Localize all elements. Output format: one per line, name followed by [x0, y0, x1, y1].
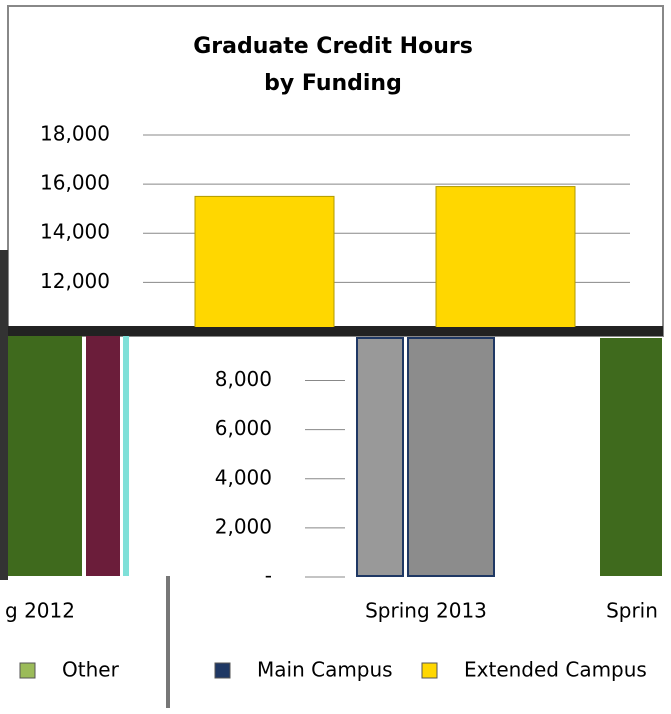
bar	[194, 195, 335, 327]
y-tick-label: 16,000	[40, 171, 110, 195]
y-tick-label: 18,000	[40, 122, 110, 146]
y-tick-label: 6,000	[215, 416, 272, 440]
y-tick-label: 4,000	[215, 465, 272, 489]
y-tick-label: 8,000	[215, 367, 272, 391]
legend-swatch	[421, 662, 438, 679]
y-tick-label: 14,000	[40, 220, 110, 244]
legend-swatch	[214, 662, 231, 679]
glitch-bar	[600, 338, 662, 576]
x-tick-label: g 2012	[5, 599, 75, 623]
y-tick-label: 2,000	[215, 514, 272, 538]
legend-label: Main Campus	[257, 658, 393, 682]
y-tick-label: -	[265, 564, 272, 588]
glitch-bar	[407, 337, 495, 577]
y-tick-label: 12,000	[40, 269, 110, 293]
legend-label: Other	[62, 658, 120, 682]
legend-swatch	[19, 662, 36, 679]
chart-title: by Funding	[264, 71, 402, 96]
edge	[0, 250, 8, 580]
glitch-bar	[123, 336, 129, 576]
bar	[435, 186, 576, 327]
x-tick-label: Spring 2013	[365, 599, 487, 623]
x-tick-label: Sprin	[606, 599, 658, 623]
chart-title: Graduate Credit Hours	[193, 34, 473, 59]
glitch-bar	[8, 336, 82, 576]
glitch-bar	[86, 336, 120, 576]
legend-label: Extended Campus	[464, 658, 647, 682]
glitch-bar	[356, 337, 404, 577]
glitch-band	[8, 326, 663, 336]
